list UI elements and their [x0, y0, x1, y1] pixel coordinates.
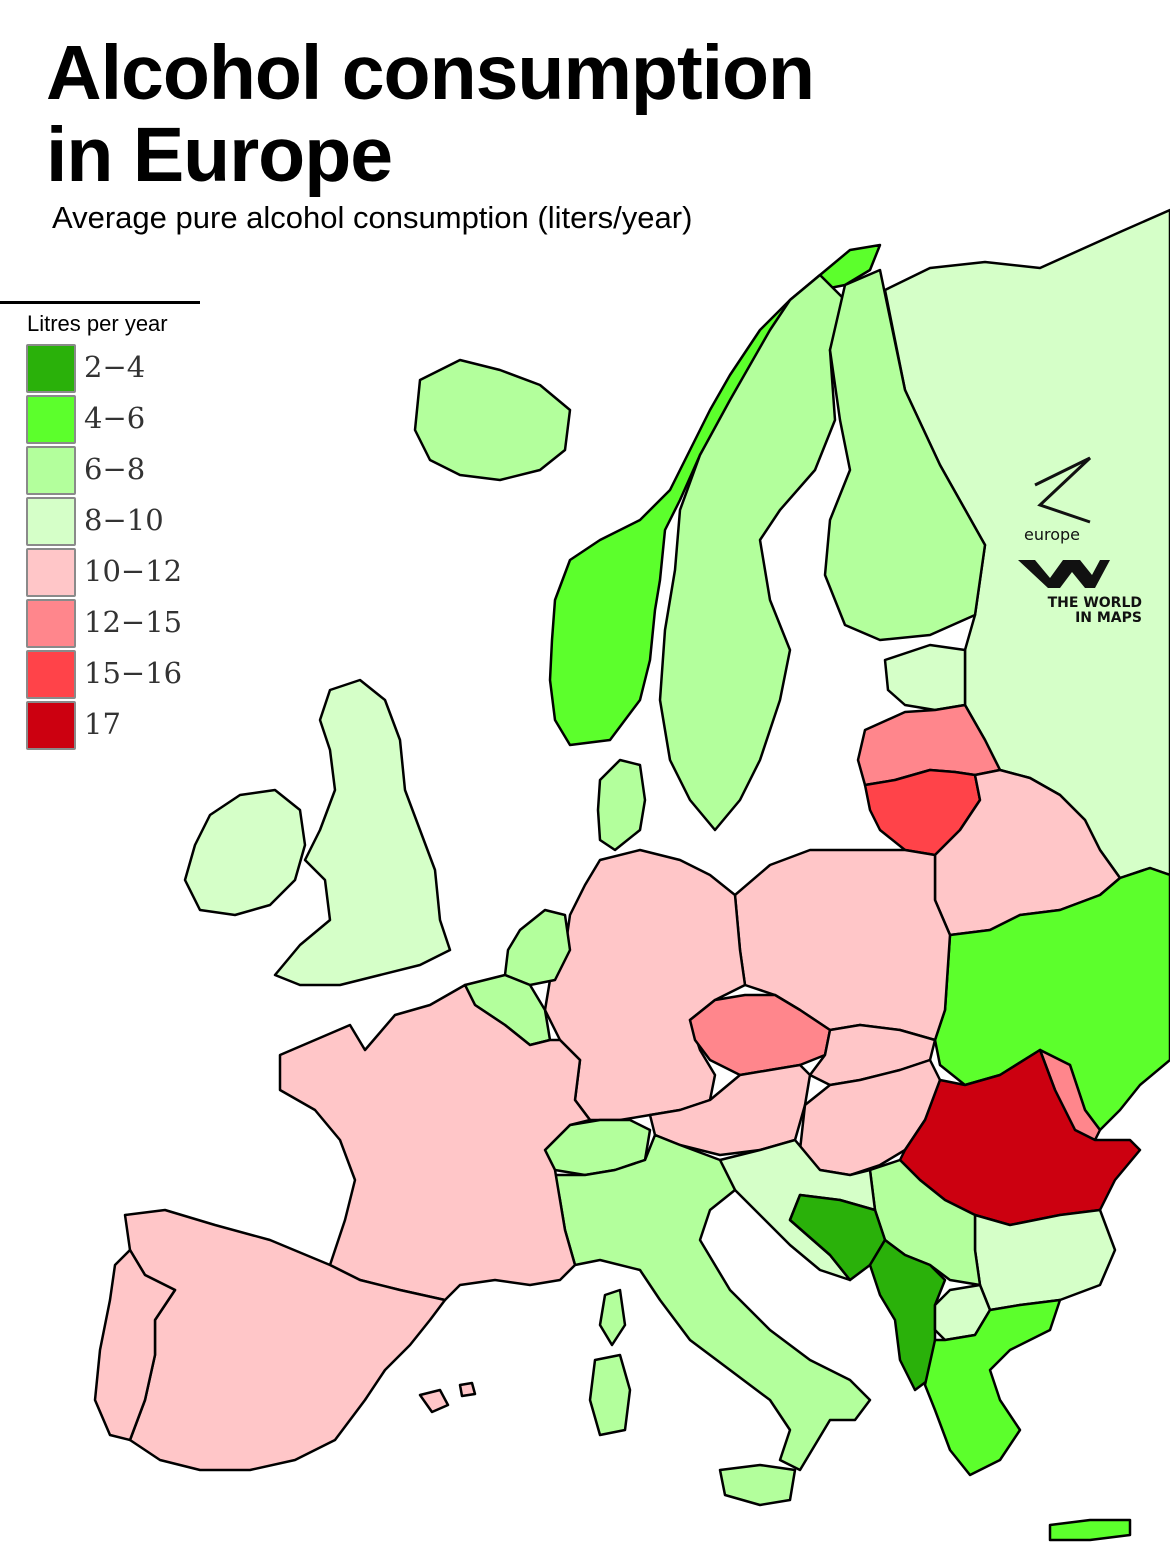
region-uk: [273, 678, 452, 987]
page-subtitle: Average pure alcohol consumption (liters…: [52, 200, 693, 235]
region-italy: [553, 1133, 872, 1472]
region-denmark: [596, 758, 647, 852]
legend-swatch: [26, 344, 76, 393]
legend-item: 10−12: [26, 548, 186, 599]
legend-swatch: [26, 650, 76, 699]
legend-label: 6−8: [84, 452, 146, 486]
legend-swatch: [26, 701, 76, 750]
legend-item: 17: [26, 701, 186, 752]
region-sicily: [718, 1463, 797, 1507]
legend-item: 12−15: [26, 599, 186, 650]
legend-swatch: [26, 446, 76, 495]
legend-label: 17: [84, 707, 121, 741]
legend-label: 4−6: [84, 401, 146, 435]
region-sardinia: [588, 1353, 632, 1437]
region-ireland: [183, 788, 307, 917]
europe-logo-text: europe: [1024, 525, 1080, 544]
legend-swatch: [26, 497, 76, 546]
region-corsica: [598, 1288, 627, 1347]
region-crete: [1048, 1518, 1132, 1542]
region-balearics: [418, 1381, 477, 1414]
legend-swatch: [26, 599, 76, 648]
region-sweden: [658, 273, 847, 832]
legend-label: 8−10: [84, 503, 164, 537]
region-finland: [823, 268, 987, 642]
region-estonia: [883, 643, 967, 712]
legend-item: 15−16: [26, 650, 186, 701]
region-netherlands: [503, 908, 572, 987]
region-ukraine: [933, 866, 1170, 1132]
region-france: [278, 983, 592, 1302]
legend-swatch: [26, 548, 76, 597]
region-iceland: [413, 358, 572, 482]
page-title: Alcohol consumption in Europe: [46, 30, 815, 198]
legend-swatch: [26, 395, 76, 444]
legend-title: Litres per year: [27, 311, 168, 336]
legend: 2−4 4−6 6−8 8−10 10−12 12−15 15−16 17: [26, 344, 186, 752]
legend-item: 2−4: [26, 344, 186, 395]
legend-label: 2−4: [84, 350, 146, 384]
legend-item: 8−10: [26, 497, 186, 548]
region-greece: [923, 1298, 1062, 1477]
region-bulgaria: [973, 1208, 1117, 1312]
legend-divider: [0, 301, 200, 304]
legend-item: 6−8: [26, 446, 186, 497]
legend-item: 4−6: [26, 395, 186, 446]
region-portugal: [93, 1248, 177, 1442]
world-in-maps-logo-icon: [1018, 560, 1110, 588]
world-in-maps-logo-text: THE WORLD IN MAPS: [1047, 595, 1142, 626]
legend-label: 12−15: [84, 605, 183, 639]
legend-label: 15−16: [84, 656, 183, 690]
legend-label: 10−12: [84, 554, 183, 588]
europe-logo-icon: [1034, 456, 1092, 524]
